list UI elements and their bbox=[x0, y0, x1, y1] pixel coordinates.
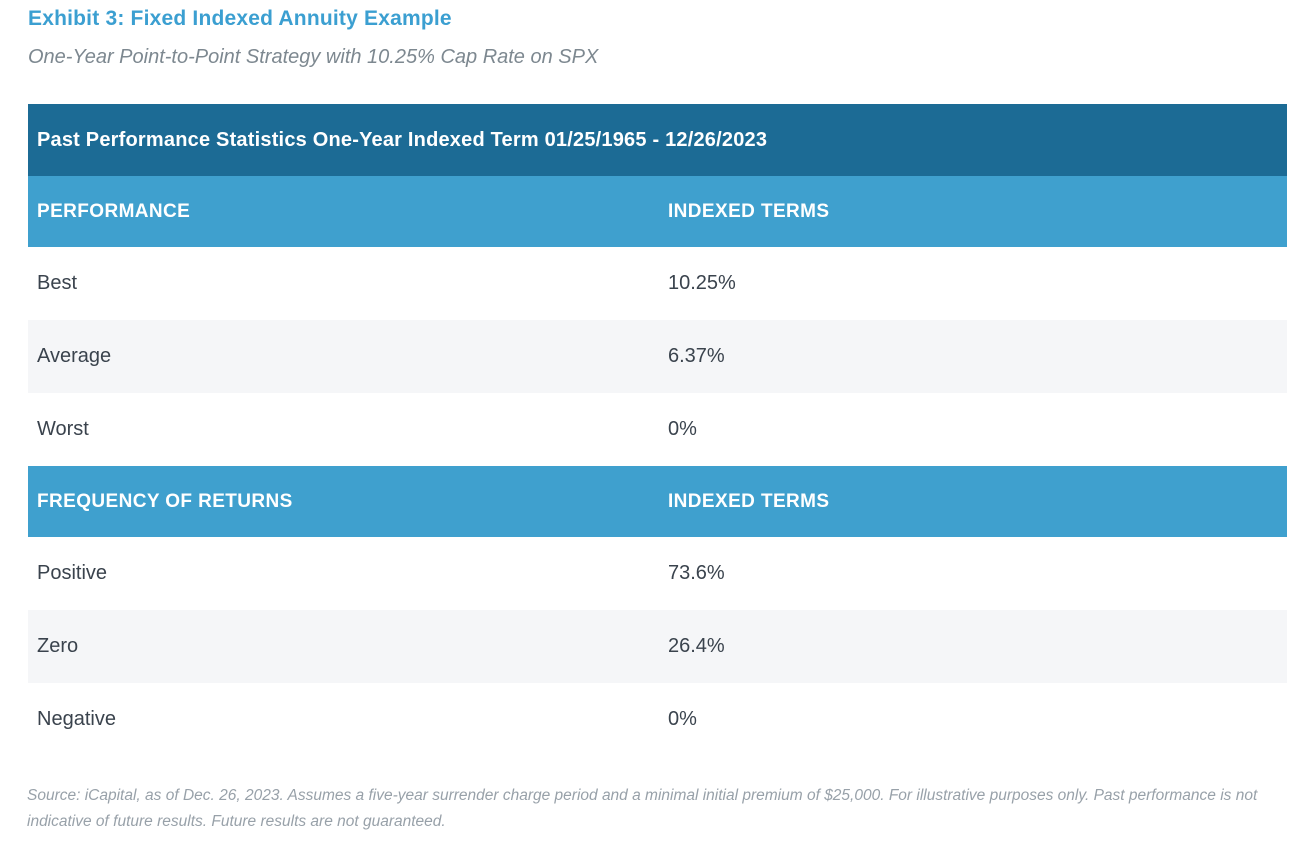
row-value: 6.37% bbox=[668, 345, 725, 367]
exhibit-title: Exhibit 3: Fixed Indexed Annuity Example bbox=[28, 7, 452, 30]
table-row: Zero 26.4% bbox=[28, 610, 1287, 683]
table-row: Negative 0% bbox=[28, 683, 1287, 756]
row-value: 73.6% bbox=[668, 562, 725, 584]
frequency-section-header: FREQUENCY OF RETURNS INDEXED TERMS bbox=[28, 466, 1287, 537]
table-row: Best 10.25% bbox=[28, 247, 1287, 320]
row-value: 10.25% bbox=[668, 272, 736, 294]
performance-section-header: PERFORMANCE INDEXED TERMS bbox=[28, 176, 1287, 247]
past-performance-table: Past Performance Statistics One-Year Ind… bbox=[28, 104, 1287, 756]
frequency-column-header: FREQUENCY OF RETURNS bbox=[37, 490, 293, 512]
row-value: 0% bbox=[668, 708, 697, 730]
row-label: Average bbox=[37, 345, 112, 367]
table-row: Average 6.37% bbox=[28, 320, 1287, 393]
row-label: Zero bbox=[37, 635, 79, 657]
indexed-terms-column-header: INDEXED TERMS bbox=[668, 200, 830, 222]
row-label: Negative bbox=[37, 708, 116, 730]
row-value: 0% bbox=[668, 418, 697, 440]
source-footnote: Source: iCapital, as of Dec. 26, 2023. A… bbox=[27, 787, 1258, 830]
indexed-terms-column-header: INDEXED TERMS bbox=[668, 490, 830, 512]
table-row: Worst 0% bbox=[28, 393, 1287, 466]
row-label: Best bbox=[37, 272, 78, 294]
table-main-header: Past Performance Statistics One-Year Ind… bbox=[28, 104, 1287, 176]
row-label: Worst bbox=[37, 418, 89, 440]
performance-column-header: PERFORMANCE bbox=[37, 200, 191, 222]
table-row: Positive 73.6% bbox=[28, 537, 1287, 610]
row-label: Positive bbox=[37, 562, 108, 584]
exhibit-subtitle: One-Year Point-to-Point Strategy with 10… bbox=[28, 46, 599, 68]
table-main-header-text: Past Performance Statistics One-Year Ind… bbox=[37, 128, 768, 151]
row-value: 26.4% bbox=[668, 635, 725, 657]
